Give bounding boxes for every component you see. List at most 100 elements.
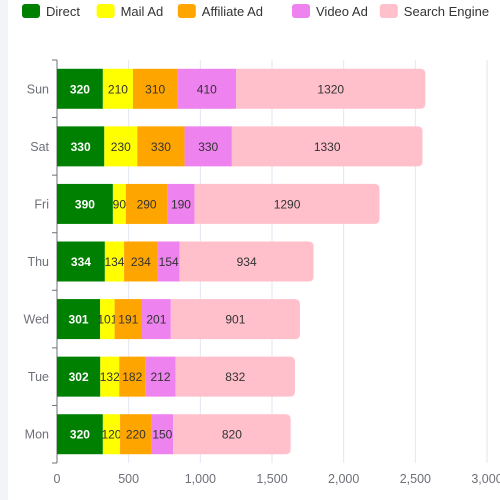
bar-video-ad-tue — [145, 356, 176, 397]
data-label-video-ad-fri: 190 — [171, 197, 191, 211]
data-label-affiliate-ad-fri: 290 — [137, 197, 157, 211]
data-label-direct-sun: 320 — [70, 82, 90, 96]
bar-mail-ad-sun — [102, 68, 133, 109]
data-label-video-ad-sun: 410 — [197, 82, 217, 96]
data-label-search-engine-sat: 1330 — [314, 140, 341, 154]
legend-label-direct: Direct — [46, 4, 80, 19]
data-label-search-engine-sun: 1320 — [317, 82, 344, 96]
y-tick-label-thu: Thu — [27, 255, 49, 269]
bar-direct-sat — [57, 126, 105, 167]
data-label-search-engine-thu: 934 — [237, 255, 257, 269]
data-label-direct-sat: 330 — [71, 140, 91, 154]
data-label-affiliate-ad-sat: 330 — [151, 140, 171, 154]
data-label-mail-ad-fri: 90 — [113, 197, 127, 211]
bar-video-ad-fri — [167, 183, 195, 224]
y-tick-label-fri: Fri — [34, 197, 49, 211]
data-label-affiliate-ad-mon: 220 — [126, 428, 146, 442]
bar-affiliate-ad-fri — [125, 183, 168, 224]
data-label-search-engine-mon: 820 — [222, 428, 242, 442]
legend-item-video-ad: Video Ad — [292, 4, 368, 19]
bars: 320 120 220 150 820 302 132 182 212 832 301 101 191 2… — [57, 68, 426, 455]
y-tick-label-sat: Sat — [30, 140, 49, 154]
bar-search-engine-tue — [175, 356, 295, 397]
data-label-mail-ad-thu: 134 — [104, 255, 124, 269]
data-label-mail-ad-wed: 101 — [97, 313, 117, 327]
bar-search-engine-sun — [236, 68, 426, 109]
y-tick-label-mon: Mon — [25, 428, 49, 442]
bar-affiliate-ad-sat — [137, 126, 185, 167]
data-label-video-ad-tue: 212 — [150, 370, 170, 384]
x-tick-label-5: 2,500 — [400, 472, 431, 486]
data-label-mail-ad-sat: 230 — [111, 140, 131, 154]
legend: Direct Mail Ad Affiliate Ad Video Ad Search … — [22, 4, 489, 19]
legend-item-direct: Direct — [22, 4, 80, 19]
data-label-affiliate-ad-sun: 310 — [145, 82, 165, 96]
x-tick-label-1: 500 — [118, 472, 139, 486]
bar-search-engine-mon — [173, 414, 291, 455]
x-tick-label-3: 1,500 — [256, 472, 287, 486]
data-label-affiliate-ad-wed: 191 — [118, 313, 138, 327]
bar-video-ad-sat — [184, 126, 232, 167]
legend-swatch-mail-ad — [96, 4, 115, 18]
x-tick-label-4: 2,000 — [328, 472, 359, 486]
data-label-mail-ad-mon: 120 — [101, 428, 121, 442]
bar-direct-wed — [57, 299, 101, 340]
data-label-direct-wed: 301 — [69, 313, 89, 327]
legend-swatch-affiliate-ad — [177, 4, 196, 18]
data-label-affiliate-ad-tue: 182 — [122, 370, 142, 384]
bar-direct-thu — [57, 241, 105, 282]
bar-video-ad-mon — [151, 414, 174, 455]
bar-search-engine-wed — [170, 299, 300, 340]
legend-label-mail-ad: Mail Ad — [121, 4, 164, 19]
data-label-direct-thu: 334 — [71, 255, 91, 269]
y-tick-label-tue: Tue — [28, 370, 49, 384]
y-tick-label-wed: Wed — [24, 313, 50, 327]
data-label-direct-tue: 302 — [69, 370, 89, 384]
bar-affiliate-ad-sun — [132, 68, 178, 109]
bar-direct-mon — [57, 414, 103, 455]
legend-label-video-ad: Video Ad — [316, 4, 368, 19]
y-tick-label-sun: Sun — [27, 82, 49, 96]
bar-mail-ad-sat — [104, 126, 138, 167]
legend-swatch-direct — [22, 4, 40, 18]
bar-direct-fri — [57, 183, 113, 224]
data-label-video-ad-mon: 150 — [152, 428, 172, 442]
data-label-video-ad-sat: 330 — [198, 140, 218, 154]
bar-search-engine-thu — [179, 241, 314, 282]
x-tick-label-2: 1,000 — [185, 472, 216, 486]
bar-mail-ad-mon — [102, 414, 121, 455]
bar-mail-ad-wed — [100, 299, 115, 340]
bar-search-engine-fri — [194, 183, 380, 224]
bar-search-engine-sat — [231, 126, 423, 167]
data-label-search-engine-wed: 901 — [225, 313, 245, 327]
bar-video-ad-sun — [177, 68, 237, 109]
data-label-video-ad-wed: 201 — [146, 313, 166, 327]
legend-item-affiliate-ad: Affiliate Ad — [177, 4, 263, 19]
legend-swatch-search-engine — [379, 4, 398, 18]
data-label-direct-mon: 320 — [70, 428, 90, 442]
legend-label-affiliate-ad: Affiliate Ad — [202, 4, 263, 19]
data-label-mail-ad-tue: 132 — [100, 370, 120, 384]
bar-affiliate-ad-thu — [124, 241, 158, 282]
bar-affiliate-ad-tue — [119, 356, 146, 397]
data-label-search-engine-fri: 1290 — [274, 197, 301, 211]
bar-direct-tue — [57, 356, 101, 397]
x-tick-label-0: 0 — [54, 472, 61, 486]
bar-mail-ad-thu — [104, 241, 125, 282]
legend-item-mail-ad: Mail Ad — [96, 4, 164, 19]
bar-video-ad-wed — [141, 299, 171, 340]
left-edge-strip — [0, 0, 8, 500]
bar-mail-ad-fri — [112, 183, 126, 224]
legend-label-search-engine: Search Engine — [404, 4, 489, 19]
data-label-direct-fri: 390 — [75, 197, 95, 211]
bar-affiliate-ad-mon — [120, 414, 152, 455]
data-label-video-ad-thu: 154 — [159, 255, 179, 269]
data-label-mail-ad-sun: 210 — [108, 82, 128, 96]
bar-affiliate-ad-wed — [114, 299, 142, 340]
data-label-search-engine-tue: 832 — [225, 370, 245, 384]
data-label-affiliate-ad-thu: 234 — [131, 255, 151, 269]
legend-item-search-engine: Search Engine — [379, 4, 489, 19]
x-tick-label-6: 3,000 — [471, 472, 500, 486]
